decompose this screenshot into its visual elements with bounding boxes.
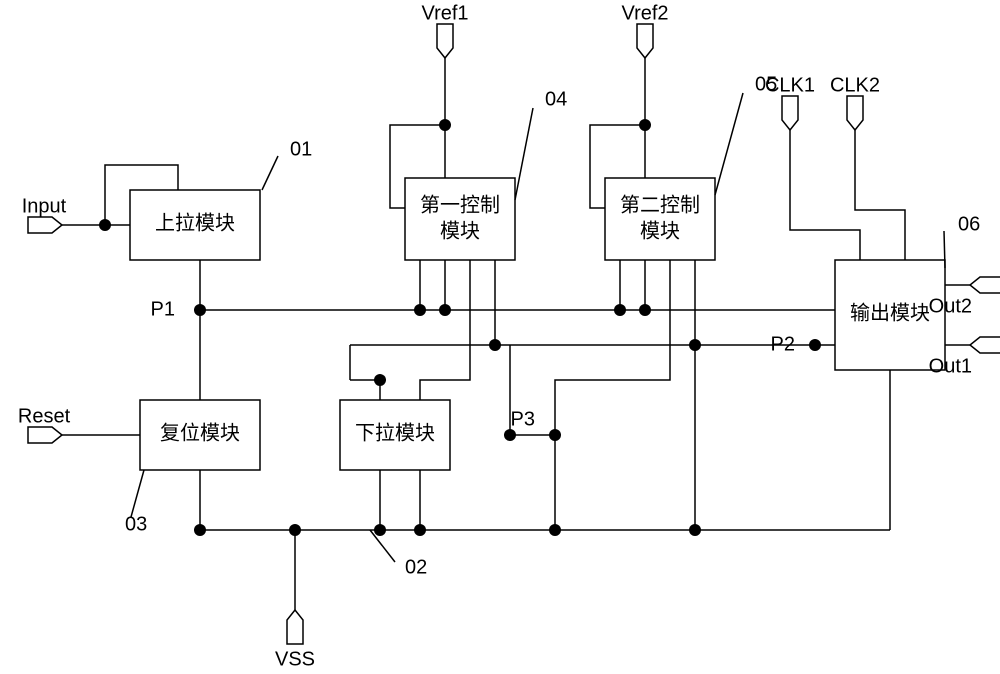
port-label-reset: Reset <box>18 405 71 427</box>
block-label-ctrl2-2: 模块 <box>640 220 680 243</box>
junction-node <box>194 524 206 536</box>
port-input <box>28 217 62 233</box>
block-label-ctrl1-2: 模块 <box>440 220 480 243</box>
block-label-ctrl2-1: 第二控制 <box>620 194 700 217</box>
port-out2 <box>970 277 1000 293</box>
block-label-ctrl1-1: 第一控制 <box>420 194 500 217</box>
junction-node <box>639 304 651 316</box>
junction-node <box>439 119 451 131</box>
junction-node <box>194 304 206 316</box>
block-label-reset: 复位模块 <box>160 422 240 445</box>
junction-node <box>549 429 561 441</box>
block-diagram: 上拉模块下拉模块 复位模块 第一控制模块 第二控制模块输出模块 Input Reset V… <box>0 0 1000 674</box>
net-label-p1: P1 <box>151 298 175 320</box>
port-label-vss: VSS <box>275 648 315 670</box>
w-lead-05 <box>715 93 743 195</box>
port-reset <box>28 427 62 443</box>
junction-node <box>374 374 386 386</box>
junction-node <box>689 339 701 351</box>
port-clk2 <box>847 96 863 130</box>
junction-node <box>414 304 426 316</box>
port-label-input: Input <box>22 195 67 217</box>
port-vref2 <box>637 24 653 58</box>
net-label-p3: P3 <box>511 408 535 430</box>
block-label-output: 输出模块 <box>850 302 930 325</box>
port-out1 <box>970 337 1000 353</box>
port-label-vref2: Vref2 <box>621 2 668 24</box>
junction-node <box>504 429 516 441</box>
junction-node <box>614 304 626 316</box>
w-clk2 <box>855 130 905 260</box>
w-lead-03 <box>131 470 144 517</box>
junction-node <box>99 219 111 231</box>
port-clk1 <box>782 96 798 130</box>
port-label-vref1: Vref1 <box>421 2 468 24</box>
w-lead-04 <box>515 108 533 200</box>
junction-node <box>414 524 426 536</box>
w-lead-01 <box>262 156 278 190</box>
port-vref1 <box>437 24 453 58</box>
w-p3-c2 <box>555 260 670 435</box>
junction-node <box>439 304 451 316</box>
block-ctrl2 <box>605 178 715 260</box>
port-label-clk2: CLK2 <box>830 74 880 96</box>
refdes-02: 02 <box>405 556 427 578</box>
refdes-03: 03 <box>125 513 147 535</box>
junction-node <box>809 339 821 351</box>
w-clk1 <box>790 130 860 260</box>
block-ctrl1 <box>405 178 515 260</box>
junction-node <box>549 524 561 536</box>
block-label-pullup: 上拉模块 <box>155 212 235 235</box>
junction-node <box>639 119 651 131</box>
port-vss <box>287 610 303 644</box>
refdes-06: 06 <box>958 213 980 235</box>
block-label-pulldown: 下拉模块 <box>355 422 435 445</box>
junction-node <box>489 339 501 351</box>
refdes-04: 04 <box>545 88 567 110</box>
refdes-05: 05 <box>755 73 777 95</box>
refdes-01: 01 <box>290 138 312 160</box>
net-label-p2: P2 <box>771 333 795 355</box>
port-label-out2: Out2 <box>929 295 972 317</box>
port-label-out1: Out1 <box>929 355 972 377</box>
junction-node <box>289 524 301 536</box>
junction-node <box>689 524 701 536</box>
junction-node <box>374 524 386 536</box>
